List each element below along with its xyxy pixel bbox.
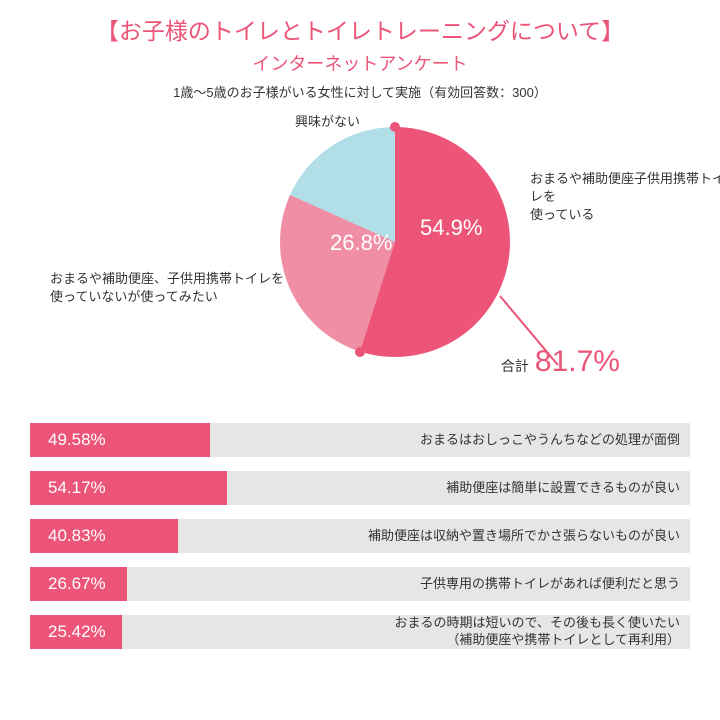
callout-dot-icon: [355, 347, 365, 357]
pie-circle: [280, 127, 510, 357]
bar-row: 26.67% 子供専用の携帯トイレがあれば便利だと思う: [30, 567, 690, 601]
bar-label: おまるの時期は短いので、その後も長く使いたい（補助便座や携帯トイレとして再利用）: [395, 615, 680, 649]
bar-label: 補助便座は簡単に設置できるものが良い: [446, 471, 680, 505]
pie-chart: [280, 127, 510, 357]
bar-label: 補助便座は収納や置き場所でかさ張らないものが良い: [368, 519, 680, 553]
total-label: 合計: [501, 356, 529, 376]
total-display: 合計 81.7%: [501, 345, 620, 379]
bar-fill: 49.58%: [30, 423, 210, 457]
bar-row: 40.83% 補助便座は収納や置き場所でかさ張らないものが良い: [30, 519, 690, 553]
slice-label-want: おまるや補助便座、子供用携帯トイレを使っていないが使ってみたい: [50, 270, 290, 306]
bar-fill: 54.17%: [30, 471, 227, 505]
page-title: 【お子様のトイレとトイレトレーニングについて】: [30, 12, 690, 46]
pie-chart-area: 興味がない おまるや補助便座子供用携帯トイレを使っている 54.9% おまるや補…: [30, 115, 690, 405]
bar-row: 49.58% おまるはおしっこやうんちなどの処理が面倒: [30, 423, 690, 457]
slice-pct-using: 54.9%: [420, 215, 482, 241]
survey-caption: 1歳～5歳のお子様がいる女性に対して実施（有効回答数：300）: [30, 82, 690, 101]
bar-label: 子供専用の携帯トイレがあれば便利だと思う: [420, 567, 680, 601]
bar-row: 54.17% 補助便座は簡単に設置できるものが良い: [30, 471, 690, 505]
slice-label-using: おまるや補助便座子供用携帯トイレを使っている: [530, 170, 720, 225]
bar-fill: 40.83%: [30, 519, 178, 553]
slice-pct-want: 26.8%: [330, 230, 392, 256]
total-value: 81.7%: [535, 345, 620, 379]
callout-dot-icon: [390, 122, 400, 132]
bar-row: 25.42% おまるの時期は短いので、その後も長く使いたい（補助便座や携帯トイレと…: [30, 615, 690, 649]
page-subtitle: インターネットアンケート: [30, 50, 690, 76]
bar-label: おまるはおしっこやうんちなどの処理が面倒: [420, 423, 680, 457]
slice-label-no-interest: 興味がない: [295, 113, 360, 131]
bar-fill: 26.67%: [30, 567, 127, 601]
bar-chart: 49.58% おまるはおしっこやうんちなどの処理が面倒 54.17% 補助便座は簡単に…: [30, 417, 690, 649]
bar-fill: 25.42%: [30, 615, 122, 649]
